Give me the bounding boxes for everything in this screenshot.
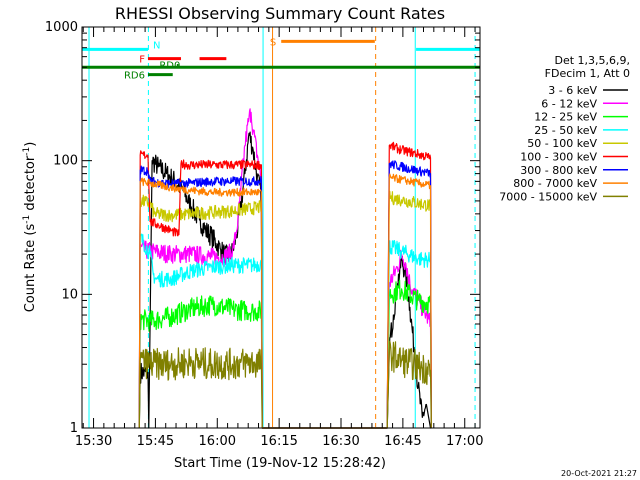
flag-label: S [270, 37, 276, 48]
x-tick-label: 16:45 [384, 434, 421, 449]
legend-entry-label: 25 - 50 keV [534, 124, 597, 137]
y-axis-label: Count Rate (s-1 detector-1) [22, 142, 38, 313]
legend-header: Det 1,3,5,6,9, [554, 54, 630, 67]
legend-entry-label: 300 - 800 keV [520, 164, 597, 177]
series-line [138, 141, 432, 429]
series-line [138, 190, 432, 429]
series-line [138, 233, 432, 429]
datestamp: 20-Oct-2021 21:27 [561, 469, 637, 478]
flag-label: F [139, 55, 145, 66]
y-tick-label: 1 [70, 421, 78, 436]
count-rate-series [138, 108, 432, 429]
legend-entry-label: 50 - 100 keV [527, 137, 597, 150]
y-axis-label-end: ) [23, 142, 38, 147]
legend-entry-label: 800 - 7000 keV [513, 177, 597, 190]
series-line [138, 340, 432, 429]
instrument-boundary-lines [88, 27, 476, 428]
y-tick-label: 100 [53, 154, 78, 169]
legend: Det 1,3,5,6,9,FDecim 1, Att 0 3 - 6 keV6 … [499, 54, 630, 203]
series-line [138, 279, 432, 429]
legend-entry-label: 6 - 12 keV [541, 97, 597, 110]
x-tick-label: 15:45 [137, 434, 174, 449]
y-axis-label-sup2: -1 [22, 147, 32, 156]
legend-entry-label: 3 - 6 keV [548, 84, 597, 97]
series-line [138, 160, 432, 429]
x-tick-label: 15:30 [75, 434, 112, 449]
legend-entry-label: 12 - 25 keV [534, 111, 597, 124]
x-tick-label: 17:00 [446, 434, 483, 449]
legend-header: FDecim 1, Att 0 [545, 67, 630, 80]
x-tick-label: 16:00 [199, 434, 236, 449]
flag-label: RD6 [124, 71, 145, 82]
flag-label: N [153, 40, 160, 51]
y-axis-label-mid: detector [23, 155, 38, 215]
y-axis-label-main: Count Rate (s [23, 224, 38, 313]
x-axis-label: Start Time (19-Nov-12 15:28:42) [174, 456, 386, 471]
y-axis-label-sup1: -1 [22, 215, 32, 224]
legend-entry-label: 100 - 300 keV [520, 151, 597, 164]
x-tick-label: 16:30 [322, 434, 359, 449]
legend-entry-label: 7000 - 15000 keV [499, 190, 597, 203]
series-line [138, 108, 432, 429]
x-tick-label: 16:15 [260, 434, 297, 449]
plot-axes: 1 10 100 1000 15:30 15:45 16:00 16:15 16:30 16:45… [45, 20, 484, 449]
plot-frame [81, 26, 481, 429]
y-tick-label: 10 [61, 287, 78, 302]
series-line [138, 173, 432, 429]
flag-bars: NFRD0SRD6 [82, 37, 480, 82]
series-line [138, 131, 432, 429]
y-tick-label: 1000 [45, 20, 78, 35]
chart-title: RHESSI Observing Summary Count Rates [115, 4, 445, 23]
